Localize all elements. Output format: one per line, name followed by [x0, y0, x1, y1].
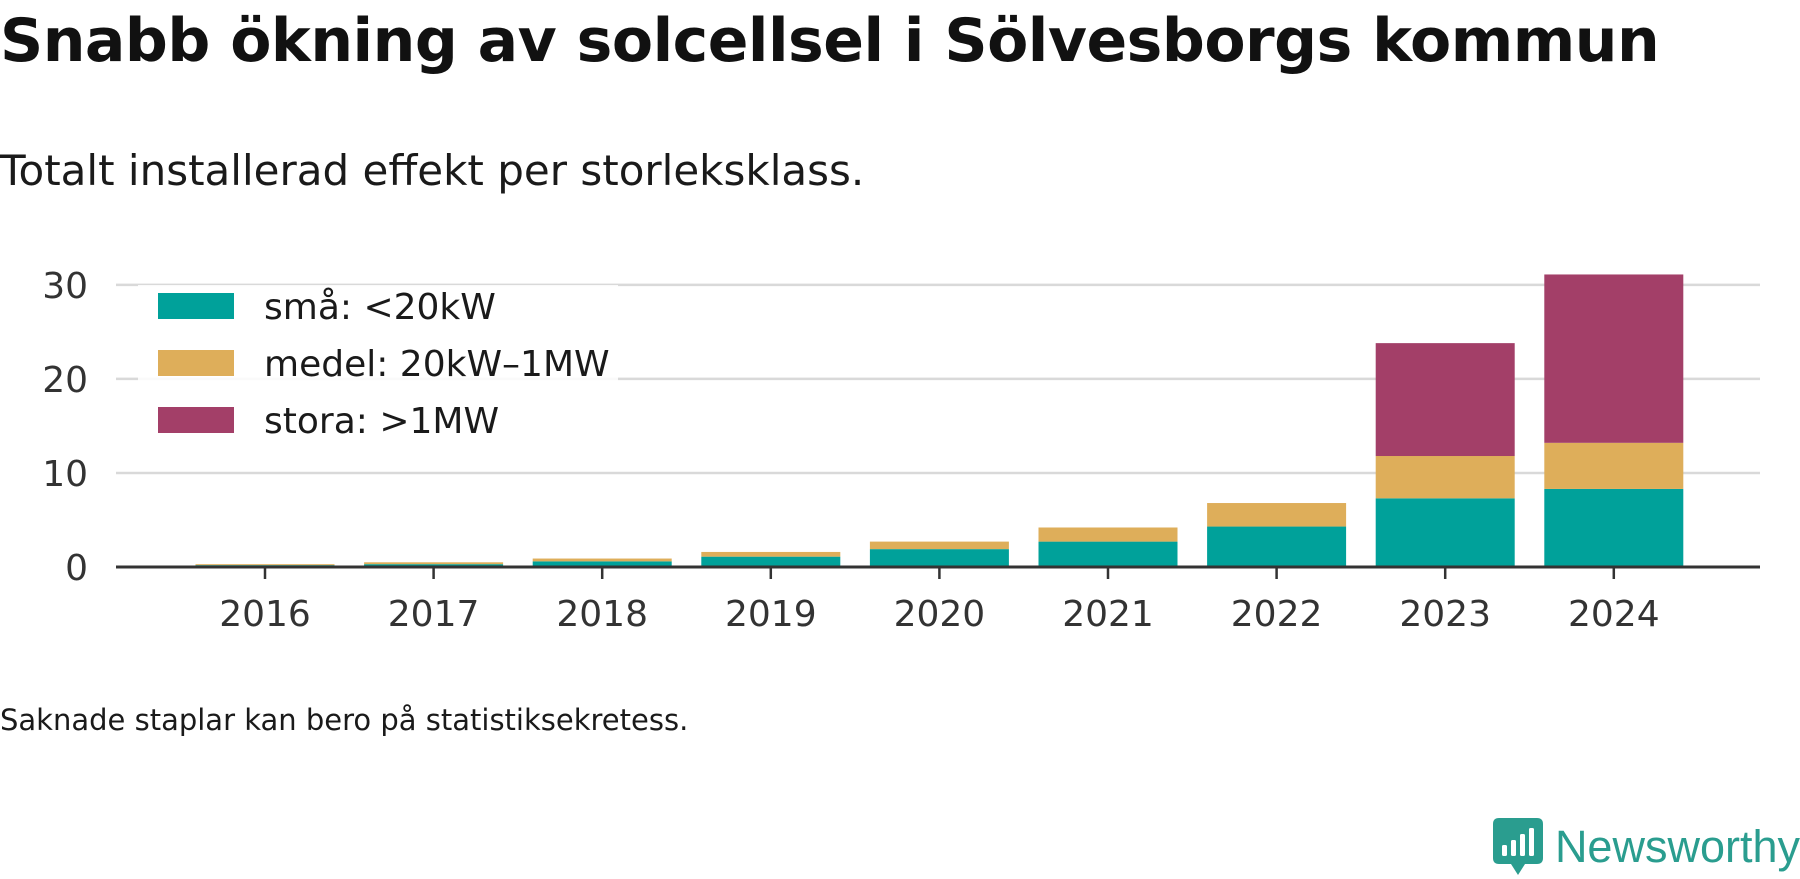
- bar-2016-series-1: [195, 564, 335, 566]
- bar-2019-series-1: [701, 551, 841, 557]
- bar-2018-series-0: [532, 561, 672, 567]
- legend-swatch-1: [158, 350, 234, 376]
- x-tick-label-2023: 2023: [1399, 594, 1491, 635]
- bar-2024-series-2: [1544, 274, 1684, 443]
- newsworthy-logo: Newsworthy: [1492, 818, 1800, 876]
- bar-2019-series-0: [701, 556, 841, 567]
- x-tick-label-2020: 2020: [894, 594, 986, 635]
- bar-2020-series-0: [869, 549, 1009, 567]
- newsworthy-icon: [1492, 818, 1543, 875]
- x-tick-label-2019: 2019: [725, 594, 817, 635]
- chart-title: Snabb ökning av solcellsel i Sölvesborgs…: [0, 6, 1660, 76]
- x-tick-label-2016: 2016: [219, 594, 311, 635]
- bar-2021-series-0: [1038, 541, 1178, 567]
- x-tick-label-2017: 2017: [388, 594, 480, 635]
- x-tick-label-2024: 2024: [1568, 594, 1660, 635]
- bar-2020-series-1: [869, 541, 1009, 550]
- x-axis: 2016 2017 2018 2019 2020 2021 2022 2023 2024: [116, 565, 1760, 635]
- x-tick-label-2018: 2018: [556, 594, 648, 635]
- bar-2024-series-0: [1544, 488, 1684, 567]
- brand-name: Newsworthy: [1554, 821, 1800, 872]
- chart-subtitle: Totalt installerad effekt per storlekskl…: [0, 146, 865, 195]
- x-tick-label-2021: 2021: [1062, 594, 1154, 635]
- y-tick-label-20: 20: [42, 360, 88, 401]
- bar-2021-series-1: [1038, 527, 1178, 542]
- y-tick-label-10: 10: [42, 454, 88, 495]
- legend-label-2: stora: >1MW: [264, 401, 499, 442]
- bar-2022-series-0: [1207, 526, 1347, 567]
- y-axis-ticks: 0 10 20 30: [42, 266, 88, 589]
- bar-2018-series-1: [532, 558, 672, 562]
- bar-2017-series-1: [364, 562, 504, 565]
- y-tick-label-30: 30: [42, 266, 88, 307]
- legend-swatch-0: [158, 293, 234, 319]
- bar-2023-series-0: [1375, 498, 1515, 567]
- stacked-bar-chart: 2016 2017 2018 2019 2020 2021 2022 2023 2024 0 10…: [42, 266, 1760, 635]
- legend-swatch-2: [158, 407, 234, 433]
- legend-label-0: små: <20kW: [264, 287, 496, 328]
- legend: små: <20kW medel: 20kW–1MW stora: >1MW: [138, 285, 618, 453]
- bar-2024-series-1: [1544, 442, 1684, 489]
- bar-2022-series-1: [1207, 503, 1347, 527]
- bars: [195, 274, 1684, 567]
- bar-2023-series-2: [1375, 343, 1515, 457]
- footnote: Saknade staplar kan bero på statistiksek…: [0, 703, 689, 737]
- x-tick-label-2022: 2022: [1231, 594, 1323, 635]
- bar-2023-series-1: [1375, 456, 1515, 499]
- legend-label-1: medel: 20kW–1MW: [264, 344, 610, 385]
- y-tick-label-0: 0: [65, 548, 88, 589]
